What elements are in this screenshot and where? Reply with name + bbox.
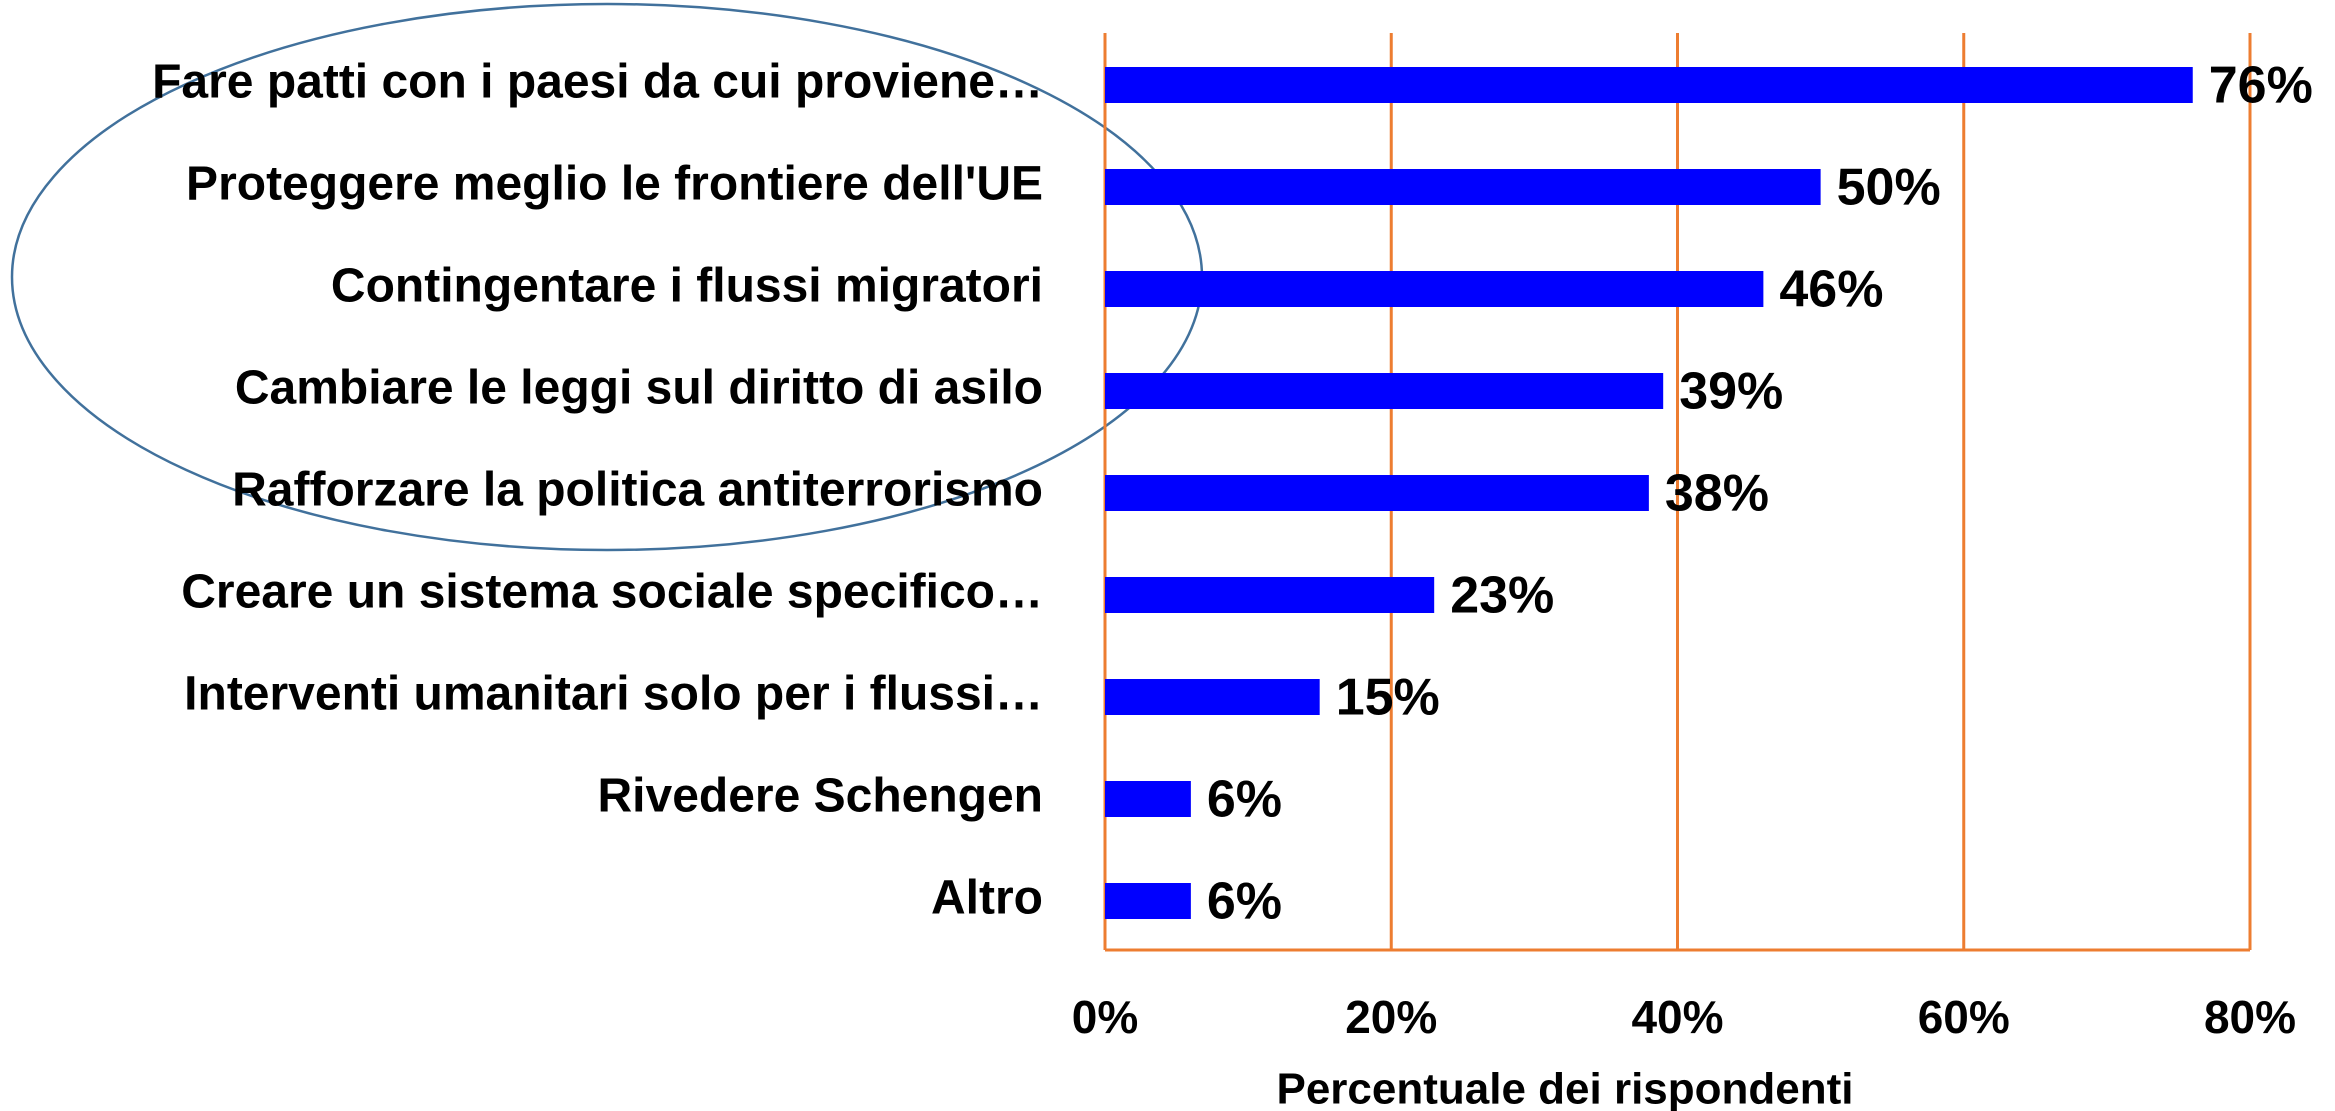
bar [1105, 169, 1821, 205]
bar [1105, 475, 1649, 511]
category-label: Rafforzare la politica antiterrorismo [232, 464, 1043, 517]
category-label: Cambiare le leggi sul diritto di asilo [235, 362, 1043, 415]
value-label: 46% [1779, 261, 1883, 319]
value-label: 50% [1837, 159, 1941, 217]
value-label: 6% [1207, 873, 1282, 931]
category-label: Creare un sistema sociale specifico… [181, 566, 1043, 619]
bar [1105, 679, 1320, 715]
category-label: Proteggere meglio le frontiere dell'UE [186, 158, 1043, 211]
category-label: Fare patti con i paesi da cui proviene… [152, 56, 1043, 109]
bar [1105, 883, 1191, 919]
category-label: Altro [931, 872, 1043, 925]
value-label: 23% [1450, 567, 1554, 625]
bar [1105, 67, 2193, 103]
category-label: Rivedere Schengen [598, 770, 1044, 823]
value-label: 38% [1665, 465, 1769, 523]
x-tick-label: 20% [1345, 991, 1437, 1043]
bar [1105, 577, 1435, 613]
value-label: 15% [1336, 669, 1440, 727]
value-label: 76% [2209, 57, 2313, 115]
bar [1105, 373, 1664, 409]
category-label: Interventi umanitari solo per i flussi… [184, 668, 1043, 721]
x-tick-label: 0% [1072, 991, 1138, 1043]
x-axis-title: Percentuale dei rispondenti [1276, 1065, 1853, 1111]
x-tick-label: 80% [2204, 991, 2296, 1043]
value-label: 6% [1207, 771, 1282, 829]
x-tick-label: 40% [1631, 991, 1723, 1043]
bar [1105, 781, 1191, 817]
x-tick-label: 60% [1918, 991, 2010, 1043]
value-label: 39% [1679, 363, 1783, 421]
category-label: Contingentare i flussi migratori [331, 260, 1043, 313]
bar [1105, 271, 1764, 307]
